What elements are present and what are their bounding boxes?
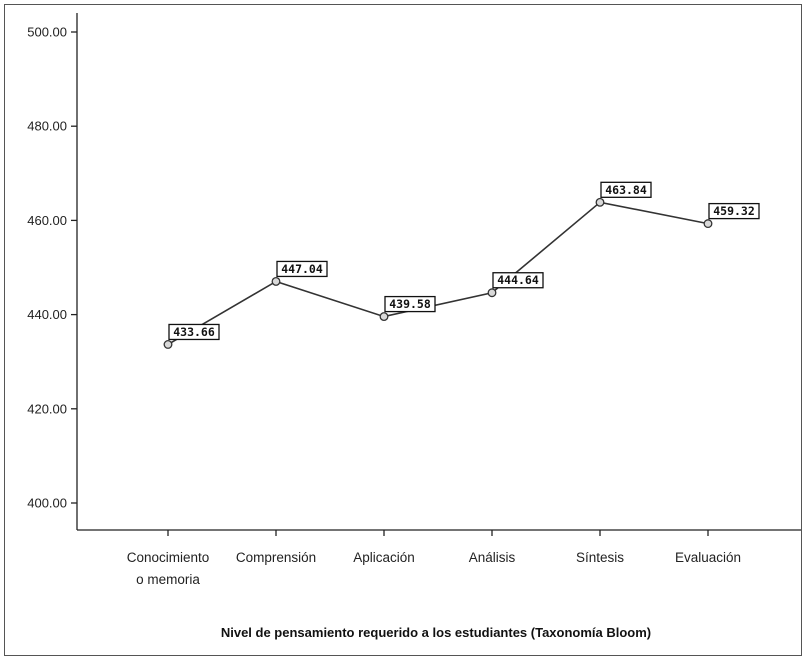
data-label-box [708,202,760,220]
data-label: 439.58 [389,297,431,311]
data-point [379,312,389,322]
chart-frame: 400.00 420.00 440.00 460.00 480.00 500.00 Con… [4,4,802,656]
x-tick-label: Análisis [469,550,516,565]
x-tick-label: Aplicación [353,550,415,565]
x-axis: Conocimiento o memoria Comprensión Aplicaci… [77,529,801,587]
x-tick-label: Comprensión [236,550,316,565]
data-label: 459.32 [713,204,755,218]
x-tick-label: Síntesis [576,550,624,565]
data-point [487,288,497,298]
y-tick-label: 500.00 [27,25,67,40]
x-axis-title: Nivel de pensamiento requerido a los est… [221,625,651,640]
data-label-box [600,181,652,198]
data-label-box [492,272,544,289]
y-tick-label: 420.00 [27,401,67,416]
data-label: 444.64 [497,273,539,287]
data-label: 433.66 [173,325,215,339]
y-tick-label: 460.00 [27,213,67,228]
series-line-group [163,197,713,349]
data-point [595,197,605,207]
data-label: 447.04 [281,262,323,276]
series-line [167,201,709,346]
x-tick-label: Evaluación [675,550,741,565]
data-point [703,219,713,229]
data-label-box [384,295,436,313]
data-label-box [276,260,328,278]
data-label: 463.84 [605,183,647,197]
y-tick-label: 440.00 [27,307,67,322]
x-tick-label: Conocimiento o memoria [127,550,210,587]
y-tick-label: 400.00 [27,496,67,511]
data-point [271,276,281,286]
data-labels-group: 433.66 447.04 439.58 444.64 463.84 459.32 [168,181,760,341]
y-axis: 400.00 420.00 440.00 460.00 480.00 500.00 [27,13,78,530]
y-tick-label: 480.00 [27,119,67,134]
data-label-box [168,323,220,341]
data-point [163,340,173,349]
line-chart: 400.00 420.00 440.00 460.00 480.00 500.00 Con… [27,13,801,640]
